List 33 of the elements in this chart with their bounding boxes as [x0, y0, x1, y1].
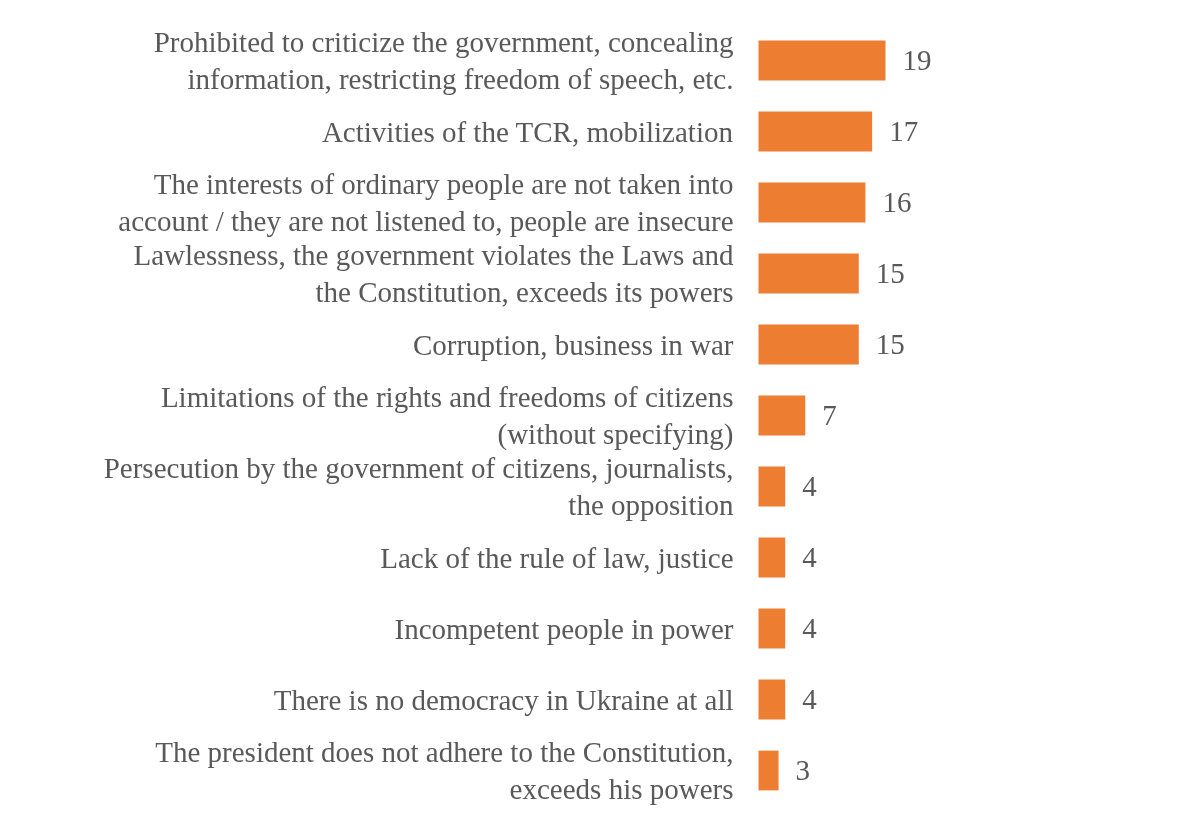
data-label: 4: [802, 683, 818, 715]
y-tick-label: Lack of the rule of law, justice: [380, 541, 734, 574]
bar: [758, 40, 886, 81]
y-tick-label: The president does not adhere to the Constitution, exceeds his powers: [155, 736, 734, 805]
bar: [758, 537, 786, 578]
bar: [758, 679, 786, 720]
bar: [758, 466, 786, 507]
bar: [758, 608, 786, 649]
data-label: 17: [889, 115, 919, 147]
data-label: 3: [795, 754, 811, 786]
y-tick-label: Prohibited to criticize the government, concealing information, restricting freedom of speech, etc.: [153, 26, 734, 95]
y-tick-label: The interests of ordinary people are not taken into account / they are not listened to, people are insecure: [118, 168, 734, 237]
bar: [758, 253, 859, 294]
y-tick-label: Lawlessness, the government violates the Laws and the Constitution, exceeds its powers: [133, 239, 734, 308]
data-label: 4: [802, 541, 818, 573]
data-label: 15: [875, 257, 905, 289]
data-label: 7: [822, 399, 837, 431]
bar: [758, 111, 873, 152]
bar: [758, 324, 859, 365]
data-label: 19: [902, 44, 932, 76]
y-tick-label: Limitations of the rights and freedoms of citizens (without specifying): [160, 381, 734, 451]
data-label: 16: [882, 186, 912, 218]
bar: [758, 395, 806, 436]
data-label: 4: [802, 470, 818, 502]
y-tick-label: Corruption, business in war: [412, 328, 734, 361]
y-tick-label: Persecution by the government of citizens, journalists, the opposition: [103, 452, 734, 521]
y-tick-label: Activities of the TCR, mobilization: [321, 115, 734, 148]
y-tick-label: Incompetent people in power: [394, 612, 734, 645]
bar: [758, 182, 866, 223]
data-label: 4: [802, 612, 818, 644]
data-label: 15: [875, 328, 905, 360]
bar: [758, 750, 779, 791]
y-tick-label: There is no democracy in Ukraine at all: [273, 683, 734, 716]
